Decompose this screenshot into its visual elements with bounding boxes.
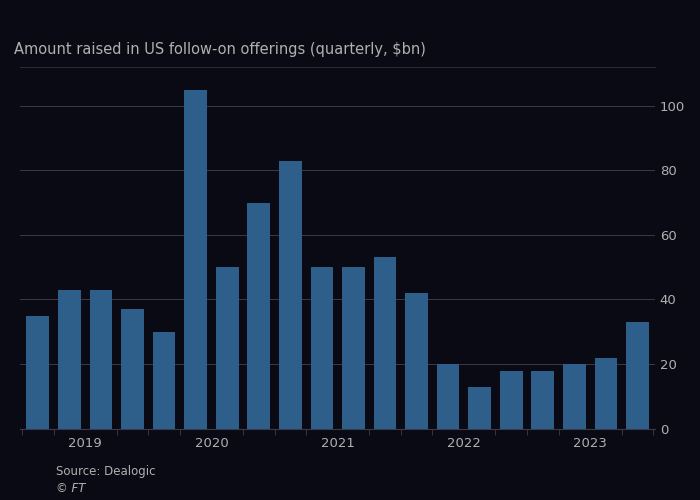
- Bar: [247, 202, 270, 428]
- Bar: [500, 370, 523, 428]
- Text: © FT: © FT: [56, 482, 85, 495]
- Text: Source: Dealogic: Source: Dealogic: [56, 464, 155, 477]
- Bar: [531, 370, 554, 428]
- Bar: [121, 309, 144, 428]
- Text: Amount raised in US follow-on offerings (quarterly, $bn): Amount raised in US follow-on offerings …: [14, 42, 426, 56]
- Bar: [216, 267, 239, 428]
- Bar: [90, 290, 112, 428]
- Bar: [437, 364, 459, 428]
- Bar: [27, 316, 49, 428]
- Bar: [374, 258, 396, 428]
- Bar: [311, 267, 333, 428]
- Bar: [563, 364, 586, 428]
- Bar: [342, 267, 365, 428]
- Bar: [626, 322, 649, 428]
- Bar: [153, 332, 176, 428]
- Bar: [468, 386, 491, 428]
- Bar: [184, 90, 207, 428]
- Bar: [594, 358, 617, 428]
- Bar: [58, 290, 80, 428]
- Bar: [279, 160, 302, 428]
- Bar: [405, 293, 428, 428]
